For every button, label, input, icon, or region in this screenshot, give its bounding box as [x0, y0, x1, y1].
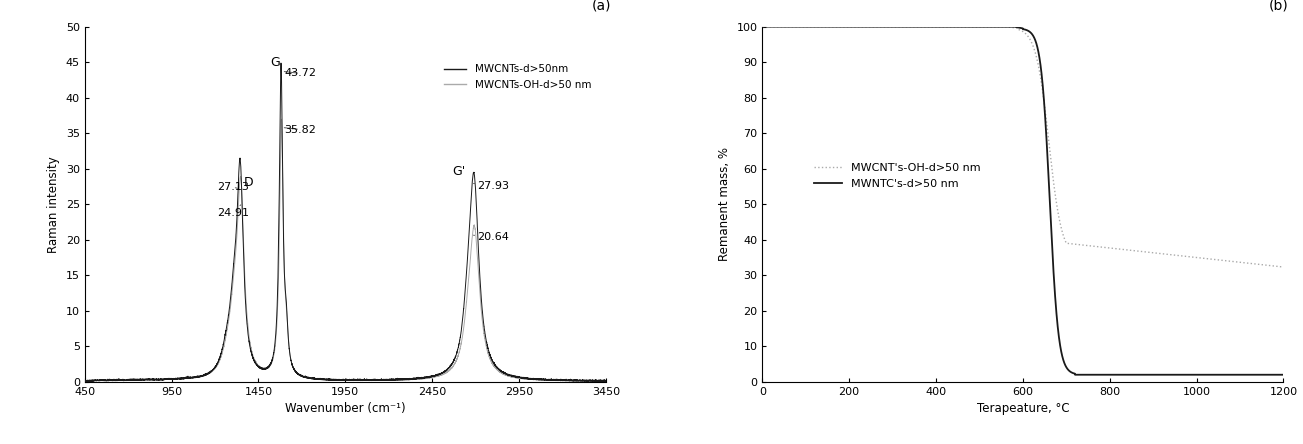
Text: 27.93: 27.93 — [473, 181, 509, 190]
Legend: MWCNTs-d>50nm, MWCNTs-OH-d>50 nm: MWCNTs-d>50nm, MWCNTs-OH-d>50 nm — [439, 60, 595, 94]
Text: 27.13: 27.13 — [216, 182, 249, 192]
Text: 35.82: 35.82 — [284, 124, 317, 135]
Text: G': G' — [452, 165, 465, 178]
X-axis label: Wavenumber (cm⁻¹): Wavenumber (cm⁻¹) — [285, 402, 405, 415]
Y-axis label: Raman intensity: Raman intensity — [47, 156, 60, 253]
Text: G: G — [271, 56, 280, 68]
Text: 43.72: 43.72 — [284, 68, 317, 79]
Text: 24.91: 24.91 — [216, 205, 249, 218]
Legend: MWCNT's-OH-d>50 nm, MWNTC's-d>50 nm: MWCNT's-OH-d>50 nm, MWNTC's-d>50 nm — [809, 159, 985, 193]
X-axis label: Terapeature, °C: Terapeature, °C — [976, 402, 1070, 415]
Text: (a): (a) — [592, 0, 611, 12]
Y-axis label: Remanent mass, %: Remanent mass, % — [718, 147, 731, 261]
Text: 20.64: 20.64 — [473, 232, 509, 242]
Text: (b): (b) — [1269, 0, 1289, 12]
Text: D: D — [244, 176, 253, 189]
